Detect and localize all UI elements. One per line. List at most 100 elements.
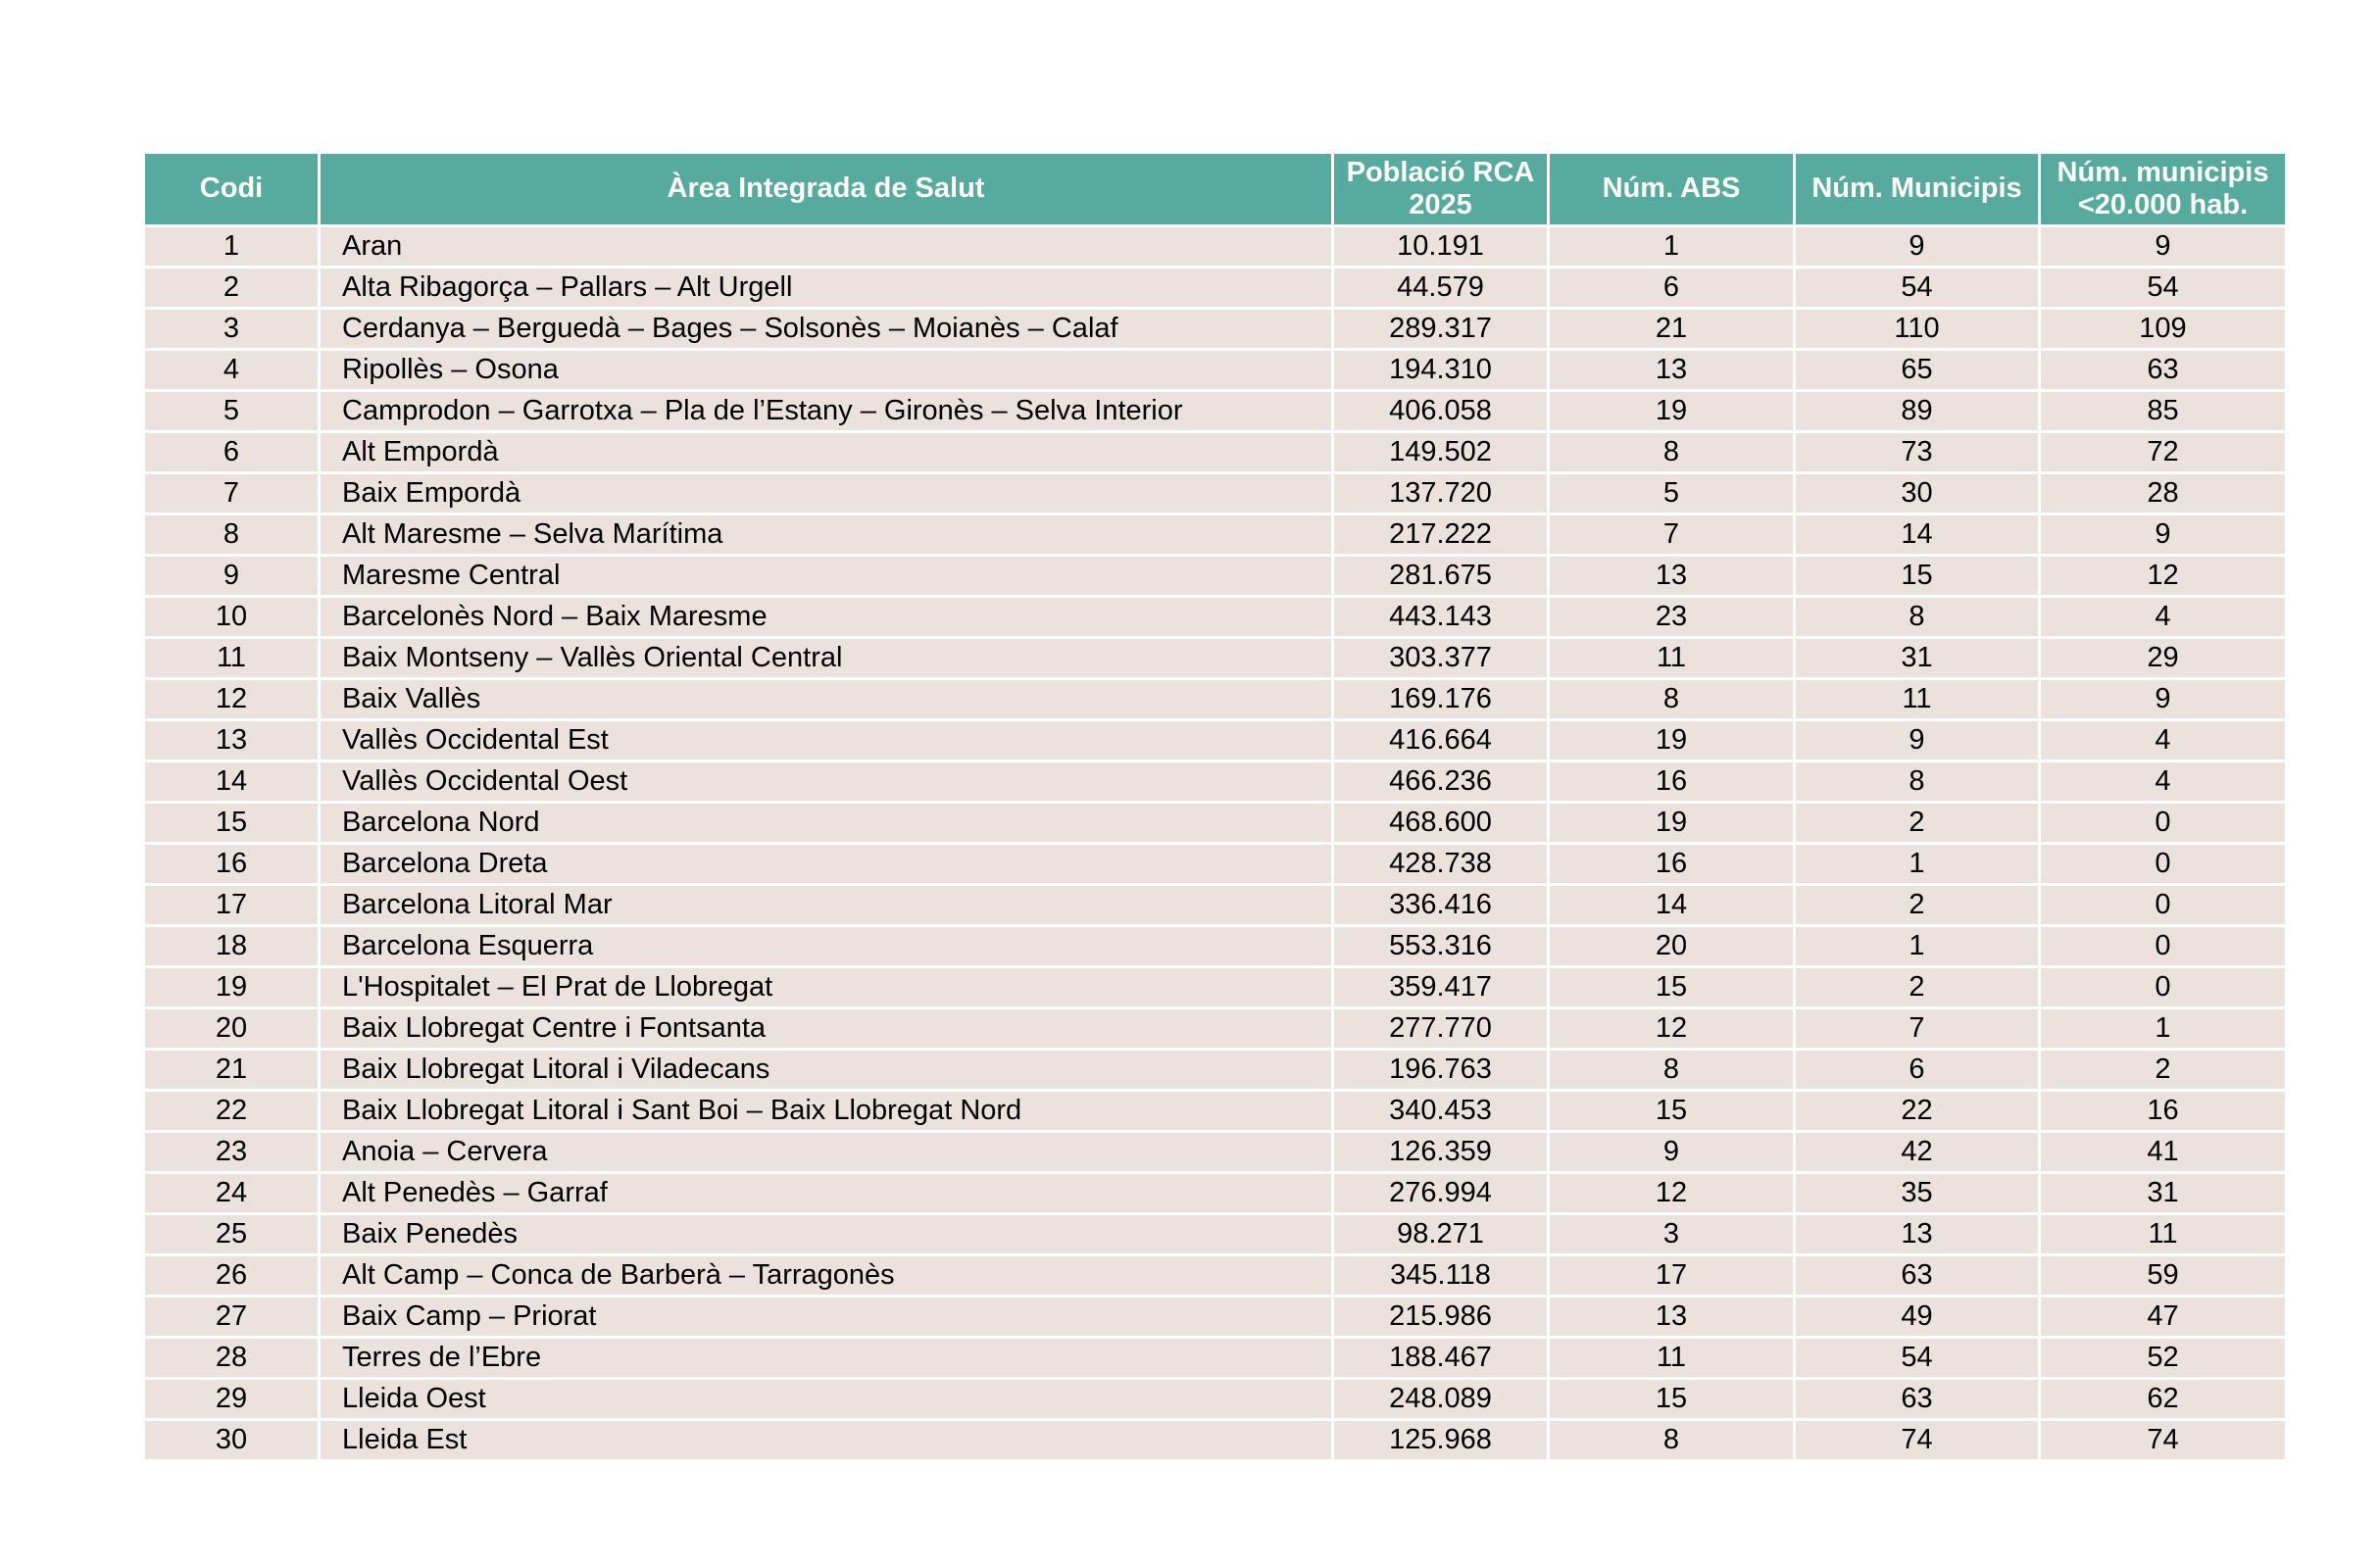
cell-abs: 17 xyxy=(1550,1256,1793,1295)
cell-abs: 21 xyxy=(1550,310,1793,348)
cell-municipis-sub20k: 0 xyxy=(2041,886,2285,924)
cell-municipis-sub20k: 1 xyxy=(2041,1009,2285,1048)
cell-municipis: 54 xyxy=(1796,1339,2038,1377)
cell-municipis-sub20k: 2 xyxy=(2041,1051,2285,1089)
cell-area: Aran xyxy=(321,227,1331,266)
cell-area: Baix Montseny – Vallès Oriental Central xyxy=(321,639,1331,677)
cell-municipis-sub20k: 9 xyxy=(2041,515,2285,554)
cell-abs: 19 xyxy=(1550,392,1793,430)
cell-area: Ripollès – Osona xyxy=(321,351,1331,389)
cell-poblacio: 336.416 xyxy=(1334,886,1547,924)
cell-poblacio: 98.271 xyxy=(1334,1215,1547,1253)
cell-codi: 7 xyxy=(145,474,318,513)
cell-municipis: 63 xyxy=(1796,1256,2038,1295)
cell-municipis: 13 xyxy=(1796,1215,2038,1253)
cell-poblacio: 276.994 xyxy=(1334,1174,1547,1212)
cell-municipis-sub20k: 0 xyxy=(2041,845,2285,883)
cell-abs: 15 xyxy=(1550,1380,1793,1418)
cell-abs: 3 xyxy=(1550,1215,1793,1253)
cell-municipis: 73 xyxy=(1796,433,2038,471)
cell-poblacio: 277.770 xyxy=(1334,1009,1547,1048)
cell-codi: 8 xyxy=(145,515,318,554)
cell-municipis: 6 xyxy=(1796,1051,2038,1089)
cell-codi: 2 xyxy=(145,269,318,307)
cell-codi: 21 xyxy=(145,1051,318,1089)
cell-municipis: 15 xyxy=(1796,557,2038,595)
cell-codi: 3 xyxy=(145,310,318,348)
cell-municipis: 74 xyxy=(1796,1421,2038,1459)
cell-abs: 8 xyxy=(1550,1421,1793,1459)
cell-poblacio: 215.986 xyxy=(1334,1298,1547,1336)
cell-poblacio: 468.600 xyxy=(1334,804,1547,842)
cell-codi: 30 xyxy=(145,1421,318,1459)
column-header-area: Àrea Integrada de Salut xyxy=(321,154,1331,224)
cell-codi: 13 xyxy=(145,721,318,760)
cell-abs: 13 xyxy=(1550,1298,1793,1336)
cell-abs: 13 xyxy=(1550,351,1793,389)
cell-municipis: 49 xyxy=(1796,1298,2038,1336)
cell-municipis-sub20k: 59 xyxy=(2041,1256,2285,1295)
cell-municipis-sub20k: 0 xyxy=(2041,968,2285,1006)
cell-area: Baix Empordà xyxy=(321,474,1331,513)
cell-poblacio: 137.720 xyxy=(1334,474,1547,513)
cell-municipis: 42 xyxy=(1796,1133,2038,1171)
cell-area: Barcelonès Nord – Baix Maresme xyxy=(321,598,1331,636)
cell-municipis-sub20k: 9 xyxy=(2041,680,2285,718)
cell-municipis: 9 xyxy=(1796,227,2038,266)
cell-area: Barcelona Esquerra xyxy=(321,927,1331,965)
cell-municipis-sub20k: 47 xyxy=(2041,1298,2285,1336)
cell-abs: 8 xyxy=(1550,1051,1793,1089)
cell-codi: 1 xyxy=(145,227,318,266)
cell-codi: 5 xyxy=(145,392,318,430)
cell-codi: 24 xyxy=(145,1174,318,1212)
cell-area: Terres de l’Ebre xyxy=(321,1339,1331,1377)
cell-area: Baix Llobregat Centre i Fontsanta xyxy=(321,1009,1331,1048)
cell-area: Maresme Central xyxy=(321,557,1331,595)
cell-codi: 11 xyxy=(145,639,318,677)
cell-poblacio: 466.236 xyxy=(1334,762,1547,801)
cell-poblacio: 406.058 xyxy=(1334,392,1547,430)
cell-municipis: 1 xyxy=(1796,927,2038,965)
column-header-municipis-sub20k: Núm. municipis <20.000 hab. xyxy=(2041,154,2285,224)
cell-poblacio: 553.316 xyxy=(1334,927,1547,965)
cell-poblacio: 194.310 xyxy=(1334,351,1547,389)
cell-municipis-sub20k: 9 xyxy=(2041,227,2285,266)
cell-municipis-sub20k: 52 xyxy=(2041,1339,2285,1377)
cell-abs: 9 xyxy=(1550,1133,1793,1171)
cell-area: Alt Maresme – Selva Marítima xyxy=(321,515,1331,554)
cell-abs: 19 xyxy=(1550,804,1793,842)
table-grid: Codi Àrea Integrada de Salut Població RC… xyxy=(145,154,2285,1459)
cell-poblacio: 359.417 xyxy=(1334,968,1547,1006)
cell-municipis: 110 xyxy=(1796,310,2038,348)
cell-poblacio: 149.502 xyxy=(1334,433,1547,471)
cell-abs: 12 xyxy=(1550,1009,1793,1048)
cell-codi: 25 xyxy=(145,1215,318,1253)
cell-abs: 8 xyxy=(1550,433,1793,471)
cell-municipis-sub20k: 4 xyxy=(2041,721,2285,760)
cell-poblacio: 188.467 xyxy=(1334,1339,1547,1377)
cell-municipis-sub20k: 74 xyxy=(2041,1421,2285,1459)
cell-municipis: 65 xyxy=(1796,351,2038,389)
cell-poblacio: 345.118 xyxy=(1334,1256,1547,1295)
cell-poblacio: 416.664 xyxy=(1334,721,1547,760)
cell-municipis-sub20k: 11 xyxy=(2041,1215,2285,1253)
cell-municipis: 14 xyxy=(1796,515,2038,554)
cell-municipis: 1 xyxy=(1796,845,2038,883)
cell-municipis-sub20k: 62 xyxy=(2041,1380,2285,1418)
cell-abs: 11 xyxy=(1550,1339,1793,1377)
cell-municipis: 2 xyxy=(1796,886,2038,924)
cell-municipis: 31 xyxy=(1796,639,2038,677)
cell-area: L'Hospitalet – El Prat de Llobregat xyxy=(321,968,1331,1006)
cell-area: Cerdanya – Berguedà – Bages – Solsonès –… xyxy=(321,310,1331,348)
cell-abs: 16 xyxy=(1550,845,1793,883)
cell-municipis: 89 xyxy=(1796,392,2038,430)
cell-municipis-sub20k: 85 xyxy=(2041,392,2285,430)
cell-codi: 23 xyxy=(145,1133,318,1171)
cell-area: Anoia – Cervera xyxy=(321,1133,1331,1171)
cell-area: Baix Vallès xyxy=(321,680,1331,718)
cell-abs: 23 xyxy=(1550,598,1793,636)
cell-municipis: 7 xyxy=(1796,1009,2038,1048)
cell-area: Barcelona Litoral Mar xyxy=(321,886,1331,924)
cell-abs: 12 xyxy=(1550,1174,1793,1212)
cell-poblacio: 10.191 xyxy=(1334,227,1547,266)
